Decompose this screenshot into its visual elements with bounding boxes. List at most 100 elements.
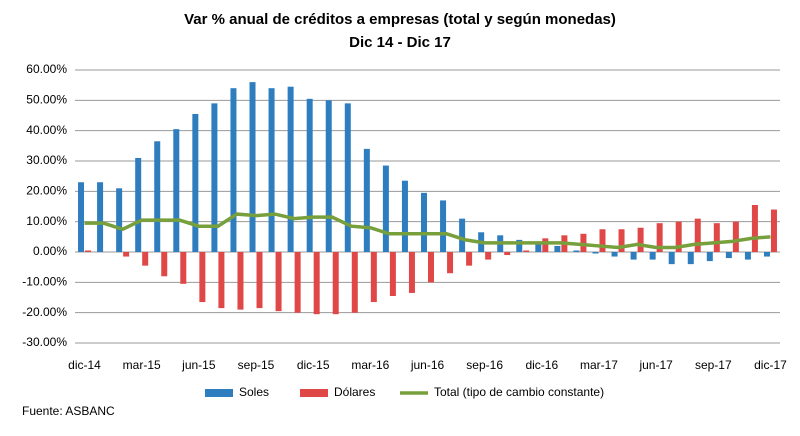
y-tick-label: 60.00% <box>26 62 67 76</box>
bar <box>142 252 149 266</box>
bar <box>732 221 739 252</box>
bar <box>268 88 275 252</box>
bar <box>325 100 332 252</box>
bar <box>294 252 301 313</box>
bar <box>504 252 511 256</box>
x-tick-label: dic-15 <box>297 358 330 372</box>
bar <box>237 252 244 310</box>
legend-label: Soles <box>239 385 269 399</box>
bar <box>592 252 599 254</box>
bar <box>554 245 561 252</box>
chart-title: Var % anual de créditos a empresas (tota… <box>184 11 616 28</box>
bar <box>85 250 92 252</box>
bar <box>706 252 713 262</box>
bar <box>713 223 720 252</box>
bar <box>687 252 694 265</box>
y-tick-label: 20.00% <box>26 184 67 198</box>
legend-swatch <box>205 389 233 397</box>
bar <box>668 252 675 265</box>
y-tick-label: -10.00% <box>22 275 67 289</box>
bar <box>744 252 751 260</box>
bar <box>618 229 625 252</box>
x-tick-label: mar-15 <box>123 358 161 372</box>
y-tick-label: 30.00% <box>26 153 67 167</box>
bar <box>428 252 434 283</box>
bar <box>440 200 447 252</box>
bar <box>161 252 168 277</box>
y-tick-label: 0.00% <box>33 244 67 258</box>
bar <box>199 252 206 303</box>
bar <box>344 103 351 252</box>
y-tick-label: 10.00% <box>26 214 67 228</box>
bar <box>211 103 218 252</box>
bar <box>725 252 732 259</box>
x-tick-label: mar-16 <box>351 358 389 372</box>
y-tick-label: -30.00% <box>22 335 67 349</box>
bar <box>97 182 104 252</box>
y-tick-label: -20.00% <box>22 305 67 319</box>
x-tick-label: jun-15 <box>181 358 216 372</box>
bar <box>459 218 466 252</box>
bar <box>116 188 123 252</box>
bar <box>332 252 339 315</box>
bar <box>401 180 408 252</box>
bar <box>249 82 256 252</box>
bar <box>523 250 530 252</box>
bar <box>275 252 282 312</box>
bar <box>287 86 294 252</box>
bar <box>230 88 237 252</box>
bar <box>485 252 492 260</box>
x-tick-label: mar-17 <box>580 358 618 372</box>
bar <box>173 129 180 252</box>
x-tick-label: jun-17 <box>638 358 673 372</box>
bar <box>180 252 187 284</box>
x-tick-label: sep-15 <box>238 358 275 372</box>
y-tick-label: 40.00% <box>26 123 67 137</box>
bar <box>363 148 370 252</box>
chart-subtitle: Dic 14 - Dic 17 <box>349 34 451 51</box>
bar <box>694 218 701 252</box>
x-tick-label: jun-16 <box>410 358 445 372</box>
bar <box>192 113 199 252</box>
bar <box>751 204 758 252</box>
bar <box>542 238 549 252</box>
bar <box>763 252 770 257</box>
bar <box>770 209 777 252</box>
legend-swatch <box>300 389 328 397</box>
bar <box>218 252 225 309</box>
bar <box>466 252 473 266</box>
x-tick-label: dic-16 <box>525 358 558 372</box>
bar <box>370 252 377 303</box>
x-tick-label: dic-14 <box>68 358 101 372</box>
bar <box>447 252 454 274</box>
bar <box>421 192 427 252</box>
bar <box>306 98 313 252</box>
x-tick-label: dic-17 <box>754 358 787 372</box>
bar <box>408 252 415 293</box>
bar <box>256 252 263 309</box>
x-tick-label: sep-16 <box>466 358 503 372</box>
bar <box>78 182 85 252</box>
bar <box>649 252 656 260</box>
source: Fuente: ASBANC <box>22 404 115 418</box>
bar <box>154 141 161 252</box>
bar <box>351 252 358 313</box>
bar <box>630 252 637 260</box>
legend-label: Dólares <box>334 385 375 399</box>
bar <box>389 252 396 296</box>
x-tick-label: sep-17 <box>695 358 732 372</box>
bar <box>573 250 580 252</box>
bar <box>637 227 644 252</box>
bar <box>135 157 142 252</box>
legend-label: Total (tipo de cambio constante) <box>434 385 604 399</box>
bar <box>580 233 587 252</box>
bar <box>313 252 320 315</box>
bar <box>675 221 682 252</box>
line <box>84 212 771 250</box>
bar <box>382 165 389 252</box>
y-tick-label: 50.00% <box>26 93 67 107</box>
bar <box>123 252 130 257</box>
bar <box>599 229 606 252</box>
bar <box>611 252 618 257</box>
